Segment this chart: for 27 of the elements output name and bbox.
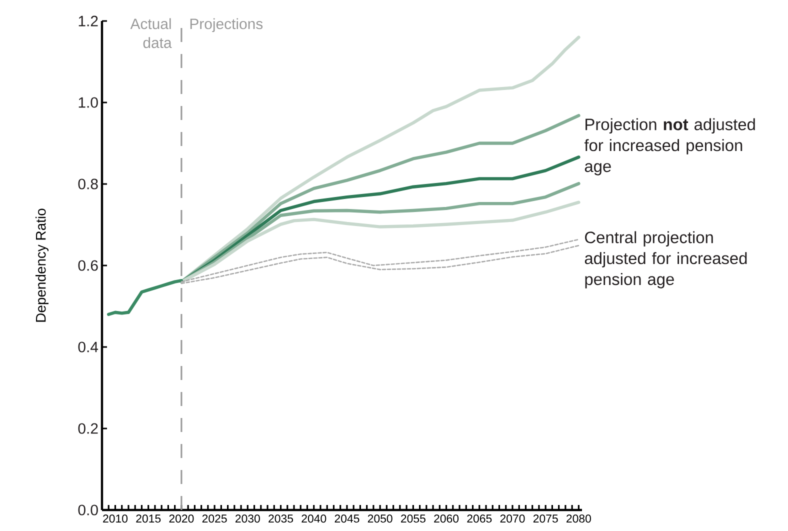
y-tick-label: 0.0: [78, 504, 98, 516]
y-tick-label: 1.0: [78, 97, 98, 108]
x-tick-label: 2015: [136, 514, 161, 523]
x-tick-label: 2045: [334, 514, 360, 523]
y-tick-label: 0.2: [78, 423, 98, 434]
x-tick-label: 2055: [401, 514, 426, 523]
x-tick-label: 2040: [302, 514, 326, 523]
x-tick-label: 2025: [202, 514, 227, 523]
y-tick-label: 1.2: [78, 16, 98, 26]
y-tick-label: 0.6: [78, 260, 98, 271]
x-tick-label: 2065: [467, 514, 492, 523]
x-tick-label: 2050: [368, 514, 392, 523]
y-tick-label: 0.4: [78, 342, 98, 352]
x-tick-label: 2035: [268, 514, 294, 523]
x-tick-label: 2030: [235, 514, 260, 523]
x-tick-label: 2080: [566, 514, 591, 523]
y-axis-title: Dependency Ratio: [35, 208, 48, 322]
annotation: Projections: [190, 18, 263, 32]
x-tick-label: 2060: [434, 514, 459, 523]
annotation: Actual data: [130, 18, 172, 48]
y-tick-label: 0.8: [78, 178, 98, 190]
x-tick-label: 2020: [169, 514, 194, 523]
x-tick-label: 2075: [533, 514, 558, 523]
text: Central projection adjusted for increased pension age: [584, 231, 747, 288]
x-tick-label: 2010: [103, 514, 128, 523]
text: Projection not adjusted for increased pension age: [584, 118, 755, 176]
x-tick-label: 2070: [500, 514, 525, 523]
